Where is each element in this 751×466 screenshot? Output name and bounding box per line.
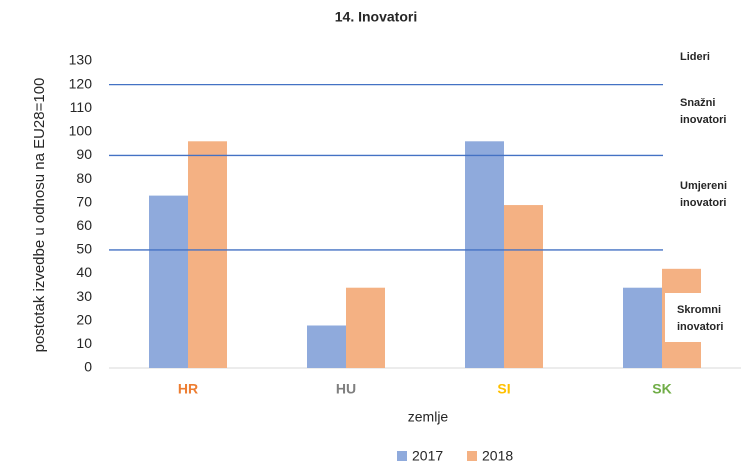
y-tick-label: 50 bbox=[76, 241, 92, 257]
bar bbox=[465, 141, 504, 368]
x-axis-label: zemlje bbox=[408, 409, 449, 425]
y-tick-label: 30 bbox=[76, 288, 92, 304]
y-tick-label: 0 bbox=[84, 359, 92, 375]
y-tick-label: 120 bbox=[69, 75, 93, 91]
annotation: Umjereni bbox=[680, 180, 727, 192]
bar bbox=[623, 287, 662, 368]
annotation: Lideri bbox=[680, 51, 710, 63]
y-tick-label: 100 bbox=[69, 123, 93, 139]
x-tick-label: SI bbox=[497, 381, 510, 397]
y-tick-label: 10 bbox=[76, 335, 92, 351]
legend-swatch bbox=[467, 451, 477, 461]
y-tick-label: 90 bbox=[76, 146, 92, 162]
x-tick-label: HU bbox=[336, 381, 356, 397]
y-tick-label: 130 bbox=[69, 52, 93, 68]
legend-swatch bbox=[397, 451, 407, 461]
y-tick-label: 110 bbox=[70, 99, 93, 115]
legend-label: 2018 bbox=[482, 448, 513, 464]
annotation: inovatori bbox=[677, 321, 723, 333]
x-tick-label: HR bbox=[178, 381, 198, 397]
annotation: Skromni bbox=[677, 304, 721, 316]
y-tick-label: 40 bbox=[76, 264, 92, 280]
annotation: inovatori bbox=[680, 197, 726, 209]
y-tick-label: 60 bbox=[76, 217, 92, 233]
chart-title: 14. Inovatori bbox=[335, 9, 417, 25]
annotation: Snažni bbox=[680, 97, 715, 109]
y-tick-label: 20 bbox=[76, 311, 92, 327]
bar bbox=[346, 287, 385, 368]
annotation: inovatori bbox=[680, 114, 726, 126]
bar bbox=[504, 205, 543, 368]
y-axis-label: postotak izvedbe u odnosu na EU28=100 bbox=[31, 78, 48, 353]
bar bbox=[149, 195, 188, 368]
legend-label: 2017 bbox=[412, 448, 443, 464]
annotation-background bbox=[665, 293, 710, 342]
x-tick-label: SK bbox=[652, 381, 671, 397]
bar bbox=[307, 325, 346, 368]
bar bbox=[188, 141, 227, 368]
y-tick-label: 70 bbox=[76, 193, 92, 209]
y-tick-label: 80 bbox=[76, 170, 92, 186]
